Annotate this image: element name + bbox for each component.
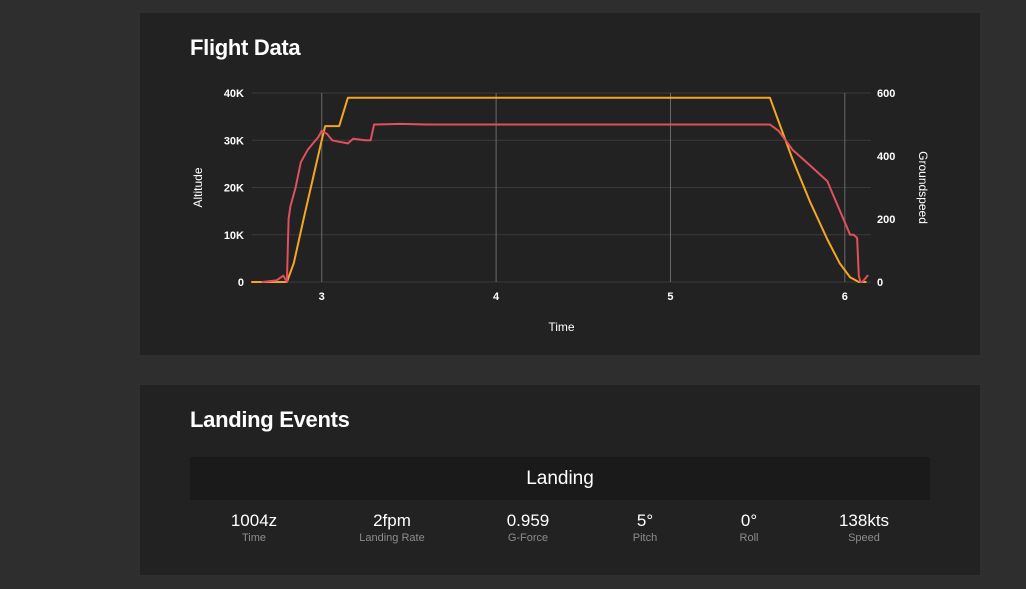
y-right-tick-label: 200 <box>877 214 895 226</box>
stat-pitch: 5° Pitch <box>585 511 705 545</box>
stat-label: Pitch <box>632 532 658 544</box>
y-right-tick-label: 400 <box>877 151 895 163</box>
x-tick-label: 3 <box>319 291 325 303</box>
y-left-tick-label: 0 <box>238 277 244 289</box>
y-right-axis-title: Groundspeed <box>916 151 930 224</box>
stat-value: 0.959 <box>506 511 550 530</box>
y-right-tick-label: 0 <box>877 277 883 289</box>
stat-label: Time <box>241 532 267 544</box>
stat-speed: 138kts Speed <box>804 511 924 545</box>
stat-value: 0° <box>740 511 758 530</box>
y-left-tick-label: 10K <box>224 230 244 242</box>
stat-value: 138kts <box>838 511 890 530</box>
landing-table-header: Landing <box>190 457 930 500</box>
flight-data-title: Flight Data <box>190 35 301 60</box>
x-tick-label: 6 <box>842 291 848 303</box>
y-left-tick-label: 40K <box>224 88 244 100</box>
y-left-axis-title: Altitude <box>191 167 205 207</box>
stat-g-force: 0.959 G-Force <box>468 511 588 545</box>
stat-label: G-Force <box>507 532 549 544</box>
stat-landing-rate: 2fpm Landing Rate <box>332 511 452 545</box>
landing-events-card: Landing Events Landing 1004z Time 2fpm L… <box>140 385 980 575</box>
stat-label: Landing Rate <box>359 532 425 544</box>
landing-events-title: Landing Events <box>190 407 350 432</box>
x-axis-title: Time <box>548 320 575 334</box>
stat-time: 1004z Time <box>194 511 314 545</box>
stat-value: 1004z <box>230 511 278 530</box>
y-right-tick-label: 600 <box>877 88 895 100</box>
y-left-tick-label: 20K <box>224 183 244 195</box>
flight-data-card: Flight Data 0 10K 20K 30K 40K 0 200 400 600 3 4 5 6 T… <box>140 13 980 355</box>
y-left-tick-label: 30K <box>224 135 244 147</box>
stat-value: 5° <box>636 511 654 530</box>
x-tick-label: 5 <box>667 291 673 303</box>
stat-label: Roll <box>739 532 759 544</box>
stat-label: Speed <box>848 532 880 544</box>
stat-roll: 0° Roll <box>689 511 809 545</box>
flight-data-chart: 0 10K 20K 30K 40K 0 200 400 600 3 4 5 6 Time Altitude G… <box>191 88 930 334</box>
stat-value: 2fpm <box>373 511 411 530</box>
x-tick-label: 4 <box>493 291 500 303</box>
altitude-series-line <box>251 96 867 283</box>
groundspeed-series-line <box>261 122 869 283</box>
